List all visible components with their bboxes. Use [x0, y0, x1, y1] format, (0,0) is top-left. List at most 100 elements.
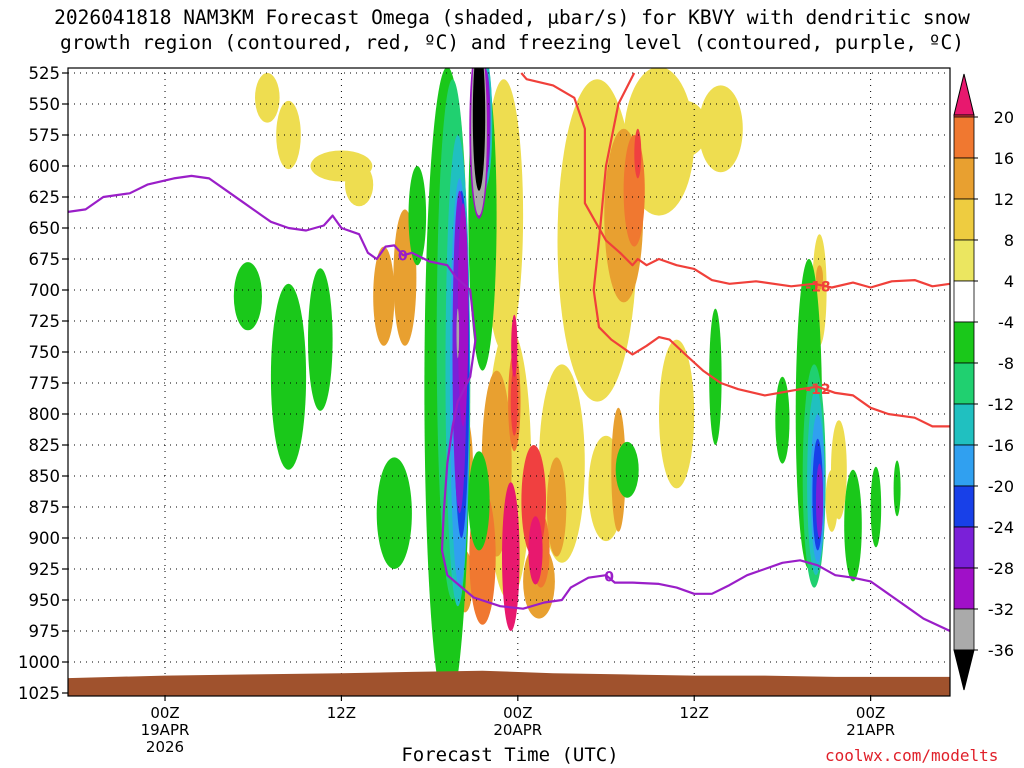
colorbar-label: -28	[988, 559, 1014, 578]
dgz-contour-label: -18	[805, 279, 830, 295]
y-tick-label: 575	[29, 126, 61, 145]
omega-cell	[546, 457, 567, 557]
colorbar-band	[953, 567, 975, 610]
y-tick-label: 1025	[18, 684, 60, 703]
colorbar-label: 20	[994, 108, 1014, 127]
y-tick-label: 700	[29, 281, 61, 300]
colorbar-band	[953, 321, 975, 364]
colorbar-band	[953, 403, 975, 446]
omega-cell	[270, 283, 307, 470]
y-tick-label: 775	[29, 374, 61, 393]
omega-cell	[825, 469, 838, 532]
omega-cell	[893, 460, 901, 517]
omega-cell	[468, 451, 490, 551]
colorbar-band	[953, 485, 975, 528]
x-tick-label: 00Z	[856, 704, 885, 722]
x-tick-label: 2026	[146, 738, 184, 756]
x-axis-label: Forecast Time (UTC)	[401, 744, 619, 766]
x-tick-label: 19APR	[141, 721, 190, 739]
colorbar-band	[953, 608, 975, 651]
colorbar-label: -16	[988, 436, 1014, 455]
colorbar-label: 4	[1004, 272, 1014, 291]
omega-cell	[511, 314, 518, 377]
omega-cell	[634, 128, 642, 179]
colorbar-label: 12	[994, 190, 1014, 209]
colorbar-cap-bottom	[953, 649, 975, 691]
colorbar-label: -8	[998, 354, 1014, 373]
omega-cell	[663, 100, 708, 157]
colorbar-band	[953, 444, 975, 487]
omega-cell	[528, 516, 543, 585]
plot-frame	[67, 67, 951, 697]
omega-cell	[659, 339, 695, 489]
colorbar-band	[953, 526, 975, 569]
colorbar-label: -20	[988, 477, 1014, 496]
y-tick-label: 800	[29, 405, 61, 424]
omega-cell	[233, 262, 262, 331]
omega-cell	[502, 482, 520, 631]
colorbar-band	[953, 157, 975, 200]
colorbar-band	[953, 280, 975, 323]
y-tick-label: 675	[29, 250, 61, 269]
colorbar-label: -24	[988, 518, 1014, 537]
y-tick-label: 600	[29, 157, 61, 176]
omega-cell	[408, 166, 427, 266]
y-tick-label: 1000	[18, 653, 60, 672]
y-tick-label: 725	[29, 312, 61, 331]
x-tick-label: 00Z	[150, 704, 179, 722]
x-tick-label: 12Z	[680, 704, 709, 722]
omega-cell	[698, 85, 743, 173]
chart-title-line-2: growth region (contoured, red, ºC) and f…	[60, 31, 964, 54]
y-tick-label: 750	[29, 343, 61, 362]
credit-link[interactable]: coolwx.com/modelts	[825, 746, 999, 765]
freezing-contour	[68, 174, 950, 632]
dgz-contour	[592, 72, 950, 428]
colorbar-band	[953, 362, 975, 405]
y-tick-label: 650	[29, 219, 61, 238]
y-tick-label: 550	[29, 95, 61, 114]
freezing-contour-label: 0	[398, 248, 408, 264]
y-tick-label: 950	[29, 591, 61, 610]
omega-cell	[615, 441, 639, 498]
omega-cell	[308, 268, 333, 411]
omega-cell	[254, 73, 280, 123]
omega-cell	[456, 308, 460, 359]
y-tick-label: 850	[29, 467, 61, 486]
y-tick-label: 925	[29, 560, 61, 579]
x-tick-label: 20APR	[493, 721, 542, 739]
y-tick-label: 825	[29, 436, 61, 455]
freezing-contour-label: 0	[604, 569, 614, 585]
y-tick-label: 625	[29, 188, 61, 207]
colorbar-label: -32	[988, 600, 1014, 619]
omega-cell	[345, 162, 374, 207]
contours: -18 -12 0 0	[68, 72, 950, 632]
omega-cell	[457, 203, 469, 427]
y-tick-label: 525	[29, 64, 61, 83]
omega-cell	[276, 100, 301, 170]
dgz-contour	[520, 72, 950, 289]
x-tick-label: 00Z	[503, 704, 532, 722]
colorbar-label: -4	[998, 313, 1014, 332]
omega-cell	[844, 469, 862, 582]
terrain	[68, 670, 950, 696]
colorbar-label: 16	[994, 149, 1014, 168]
axes: 525 550 575 600 625 650 675 700 725 750 775 800 825 8…	[18, 64, 895, 756]
x-tick-label: 21APR	[846, 721, 895, 739]
omega-cell	[870, 466, 882, 548]
colorbar-band	[953, 239, 975, 282]
grid-lines	[68, 72, 950, 694]
omega-cell	[510, 367, 518, 436]
y-tick-label: 975	[29, 622, 61, 641]
omega-cell	[709, 308, 722, 445]
y-tick-label: 875	[29, 498, 61, 517]
omega-shading	[233, 68, 901, 696]
colorbar-label: 8	[1004, 231, 1014, 250]
colorbar: 20 16 12 8 4 -4 -8 -12 -16 -20 -24 -28 -32 -36	[953, 73, 1014, 691]
colorbar-cap-top	[953, 73, 975, 116]
terrain-fill	[68, 670, 950, 696]
omega-cell	[623, 135, 645, 247]
omega-cell	[816, 463, 823, 538]
omega-cell	[472, 68, 486, 191]
x-tick-label: 12Z	[327, 704, 356, 722]
